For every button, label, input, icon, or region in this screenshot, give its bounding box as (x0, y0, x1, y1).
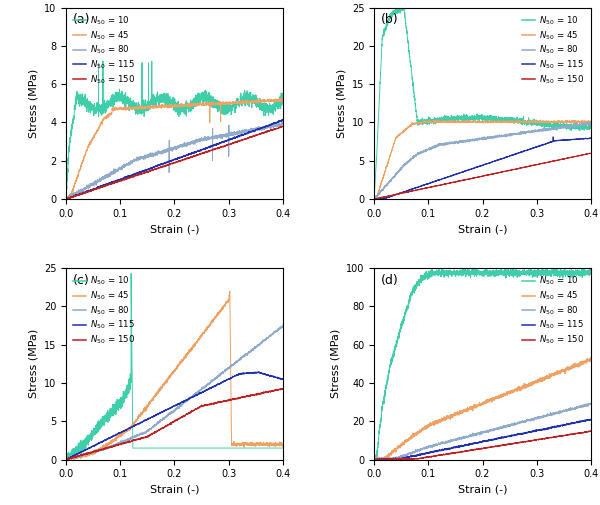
Legend: $N_{50}$ = 10, $N_{50}$ = 45, $N_{50}$ = 80, $N_{50}$ = 115, $N_{50}$ = 150: $N_{50}$ = 10, $N_{50}$ = 45, $N_{50}$ =… (70, 272, 138, 348)
X-axis label: Strain (-): Strain (-) (458, 485, 507, 495)
Text: (c): (c) (73, 274, 89, 287)
Legend: $N_{50}$ = 10, $N_{50}$ = 45, $N_{50}$ = 80, $N_{50}$ = 115, $N_{50}$ = 150: $N_{50}$ = 10, $N_{50}$ = 45, $N_{50}$ =… (519, 272, 587, 348)
Y-axis label: Stress (MPa): Stress (MPa) (336, 69, 346, 138)
Legend: $N_{50}$ = 10, $N_{50}$ = 45, $N_{50}$ = 80, $N_{50}$ = 115, $N_{50}$ = 150: $N_{50}$ = 10, $N_{50}$ = 45, $N_{50}$ =… (70, 12, 138, 88)
Y-axis label: Stress (MPa): Stress (MPa) (331, 329, 340, 398)
X-axis label: Strain (-): Strain (-) (150, 485, 199, 495)
Y-axis label: Stress (MPa): Stress (MPa) (28, 329, 38, 398)
Text: (d): (d) (380, 274, 398, 287)
Text: (b): (b) (380, 13, 398, 26)
Text: (a): (a) (73, 13, 90, 26)
Legend: $N_{50}$ = 10, $N_{50}$ = 45, $N_{50}$ = 80, $N_{50}$ = 115, $N_{50}$ = 150: $N_{50}$ = 10, $N_{50}$ = 45, $N_{50}$ =… (519, 12, 587, 88)
X-axis label: Strain (-): Strain (-) (458, 224, 507, 234)
Y-axis label: Stress (MPa): Stress (MPa) (28, 69, 38, 138)
X-axis label: Strain (-): Strain (-) (150, 224, 199, 234)
